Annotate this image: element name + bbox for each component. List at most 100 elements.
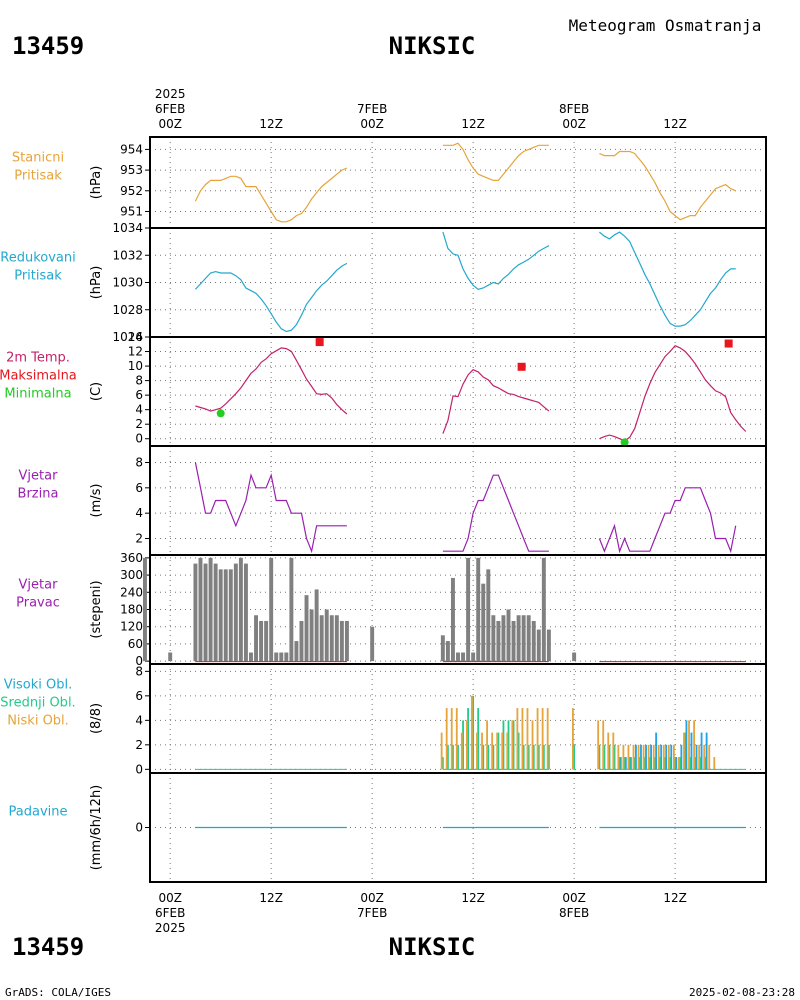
y-tick-label: 8	[135, 455, 143, 469]
precipitation-panel: 0 Padavine (mm/6h/12h)	[9, 772, 767, 883]
cloud-bar-low	[516, 708, 519, 770]
wind-direction-bar	[501, 615, 506, 662]
temperature-frame	[149, 336, 767, 447]
wind-direction-bar	[526, 615, 531, 662]
wind-direction-bar	[198, 557, 203, 662]
temperature-label: 2m Temp.	[6, 351, 70, 366]
reduced-pressure-label: Redukovani	[0, 251, 75, 266]
time-label-bottom: 00Z	[360, 891, 384, 905]
temperature-ylabel: (C)	[89, 382, 104, 401]
y-tick-label: 10	[128, 359, 143, 373]
time-label-top: 12Z	[259, 117, 283, 131]
cloud-bar-low	[506, 732, 509, 770]
cloud-bar-low	[683, 732, 685, 770]
cloud-bar-low	[455, 708, 458, 770]
precipitation-ylabel: (mm/6h/12h)	[89, 785, 104, 871]
time-label-bottom: 12Z	[461, 891, 485, 905]
temperature-label: Maksimalna	[0, 369, 77, 384]
cloud-bar-low	[652, 744, 655, 770]
cloud-bar-high	[690, 732, 693, 770]
time-label-bottom: 8FEB	[559, 906, 589, 920]
wind-direction-bar	[344, 620, 349, 662]
wind-direction-bar	[445, 641, 450, 662]
cloud-cover-label: Srednji Obl.	[0, 696, 75, 711]
wind-direction-bar	[223, 569, 228, 662]
time-label-top: 00Z	[360, 117, 384, 131]
station-id-bottom: 13459	[12, 933, 84, 961]
cloud-bar-middle	[608, 744, 611, 770]
cloud-bar-low	[647, 744, 650, 770]
wind-direction-bar	[456, 652, 460, 662]
y-tick-label: 180	[120, 603, 143, 617]
reduced-pressure-label: Pritisak	[14, 269, 62, 284]
cloud-bar-low	[642, 744, 645, 770]
cloud-bar-low	[471, 695, 473, 770]
cloud-bar-middle	[522, 744, 525, 770]
cloud-bar-low	[698, 744, 701, 770]
cloud-bar-low	[440, 732, 443, 770]
time-label-top: 12Z	[461, 117, 485, 131]
cloud-bar-middle	[532, 744, 535, 770]
cloud-bar-high	[655, 732, 658, 770]
cloud-bar-low	[672, 744, 675, 770]
wind-speed-series-line	[598, 487, 737, 554]
cloud-bar-middle	[659, 757, 661, 770]
cloud-bar-middle	[477, 708, 480, 770]
wind-direction-bar	[506, 609, 511, 662]
cloud-bar-high	[640, 744, 642, 770]
wind-speed-frame	[149, 445, 767, 556]
cloud-cover-ylabel: (8/8)	[89, 703, 104, 734]
precipitation-frame	[149, 772, 767, 883]
y-tick-label: 4	[135, 506, 143, 520]
y-tick-label: 1028	[112, 303, 143, 317]
y-tick-label: 2	[135, 532, 143, 546]
cloud-bar-middle	[452, 744, 454, 770]
wind-direction-bar	[193, 563, 198, 662]
time-label-top: 8FEB	[559, 102, 589, 116]
station-pressure-series-line	[194, 167, 348, 223]
cloud-bar-middle	[467, 708, 470, 770]
cloud-bar-middle	[512, 720, 515, 770]
wind-direction-bar	[466, 557, 471, 662]
y-tick-label: 12	[128, 345, 143, 359]
cloud-bar-middle	[684, 732, 687, 770]
y-tick-label: 4	[135, 403, 143, 417]
cloud-bar-low	[617, 744, 620, 770]
cloud-bar-low	[536, 708, 539, 770]
cloud-bar-middle	[638, 757, 641, 770]
cloud-bar-low	[496, 732, 499, 770]
cloud-bar-middle	[527, 744, 530, 770]
cloud-bar-middle	[517, 732, 520, 770]
wind-direction-bar	[521, 615, 526, 662]
cloud-bar-low	[708, 744, 711, 770]
temperature-series-line	[195, 347, 348, 415]
wind-direction-bar	[249, 652, 253, 662]
station-pressure-panel: 951 952 953 954 Stanicni Pritisak (hPa)	[12, 136, 767, 229]
cloud-bar-middle	[643, 757, 646, 770]
wind-direction-bar	[440, 635, 445, 662]
cloud-bar-middle	[623, 757, 626, 770]
wind-direction-bar	[304, 595, 309, 662]
cloud-bar-high	[695, 744, 698, 770]
cloud-bar-middle	[502, 720, 505, 770]
max-temp-marker	[724, 339, 733, 348]
cloud-bar-high	[700, 732, 703, 770]
cloud-bar-low	[531, 720, 534, 770]
cloud-bar-middle	[482, 744, 485, 770]
y-tick-label: 951	[120, 204, 143, 218]
footer-timestamp: 2025-02-08-23:28	[689, 986, 795, 999]
cloud-bar-middle	[487, 744, 490, 770]
y-tick-label: 6	[135, 388, 143, 402]
cloud-bar-high	[665, 744, 668, 770]
wind-direction-bar	[269, 557, 274, 662]
station-pressure-ylabel: (hPa)	[89, 166, 104, 200]
cloud-bar-low	[511, 720, 514, 770]
cloud-bar-middle	[699, 757, 702, 770]
cloud-bar-high	[670, 744, 673, 770]
cloud-bar-high	[624, 757, 627, 770]
cloud-bar-low	[667, 744, 670, 770]
cloud-cover-panel: 0 2 4 6 8 Visoki Obl. Srednji Obl. Niski Obl. (8…	[0, 663, 767, 776]
cloud-bar-high	[660, 744, 663, 770]
